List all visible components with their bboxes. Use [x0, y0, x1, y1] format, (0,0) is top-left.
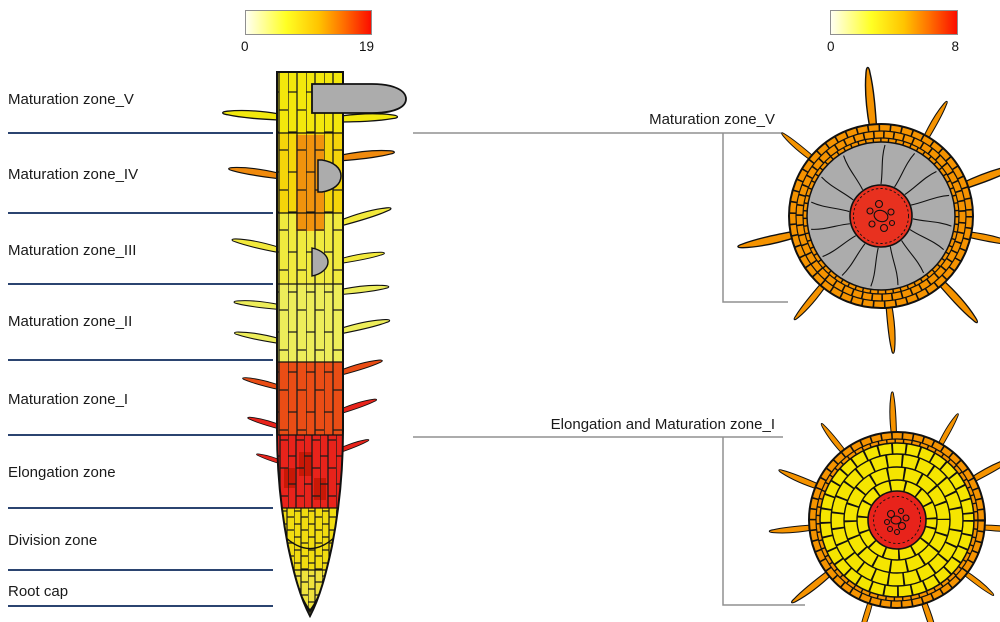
connector-elongation-i — [413, 436, 805, 606]
lateral-root-primordium — [311, 247, 329, 277]
zone-label-maturation-ii: Maturation zone_II — [8, 313, 133, 330]
xylem-vessels — [866, 199, 896, 233]
exodermis-cell-walls — [816, 439, 978, 601]
ring-boundary — [795, 130, 967, 302]
cross-section-connectors — [413, 132, 805, 606]
zone-separator-lines — [8, 132, 273, 607]
root-body-zones — [277, 72, 343, 616]
root-outline — [276, 71, 344, 619]
colorbar-longitudinal — [245, 10, 372, 35]
zone-label-root-cap: Root cap — [8, 583, 69, 600]
zone-label-maturation-iv: Maturation zone_IV — [8, 166, 139, 183]
cross-section-label-maturation-v: Maturation zone_V — [649, 111, 775, 128]
cross-section-maturation-v — [736, 66, 1000, 355]
cross-section-label-elongation-i: Elongation and Maturation zone_I — [550, 416, 775, 433]
inner-cortex-cell-walls — [803, 138, 959, 294]
lateral-root-emerged — [311, 83, 407, 114]
colorbar-longitudinal-max: 19 — [358, 39, 374, 54]
aerenchyma-radial-walls — [811, 144, 952, 287]
cortex-cell-walls — [820, 443, 974, 597]
cell-walls-elongation — [277, 435, 343, 508]
root-longitudinal-section — [221, 71, 407, 619]
pericycle-cells — [853, 188, 909, 244]
colorbar-cross-section-max: 8 — [951, 39, 959, 54]
zone-label-maturation-v: Maturation zone_V — [8, 91, 134, 108]
xylem-vessels — [883, 507, 910, 536]
ring-boundary — [815, 438, 979, 602]
epidermis-cell-walls — [809, 432, 985, 608]
epidermis-cell-walls — [789, 124, 973, 308]
pericycle-cells — [873, 496, 921, 544]
colorbar-cross-section-min: 0 — [827, 39, 835, 54]
zone-label-maturation-iii: Maturation zone_III — [8, 242, 137, 259]
connector-maturation-v — [413, 132, 788, 303]
lateral-root-primordium — [317, 159, 342, 193]
cross-section-elongation-i — [768, 391, 1000, 622]
zone-label-division: Division zone — [8, 532, 98, 549]
colorbar-cross-section — [830, 10, 958, 35]
colorbar-longitudinal-min: 0 — [241, 39, 249, 54]
root-hairs-right — [334, 112, 399, 455]
zone-label-elongation: Elongation zone — [8, 464, 116, 481]
zone-label-maturation-i: Maturation zone_I — [8, 391, 129, 408]
